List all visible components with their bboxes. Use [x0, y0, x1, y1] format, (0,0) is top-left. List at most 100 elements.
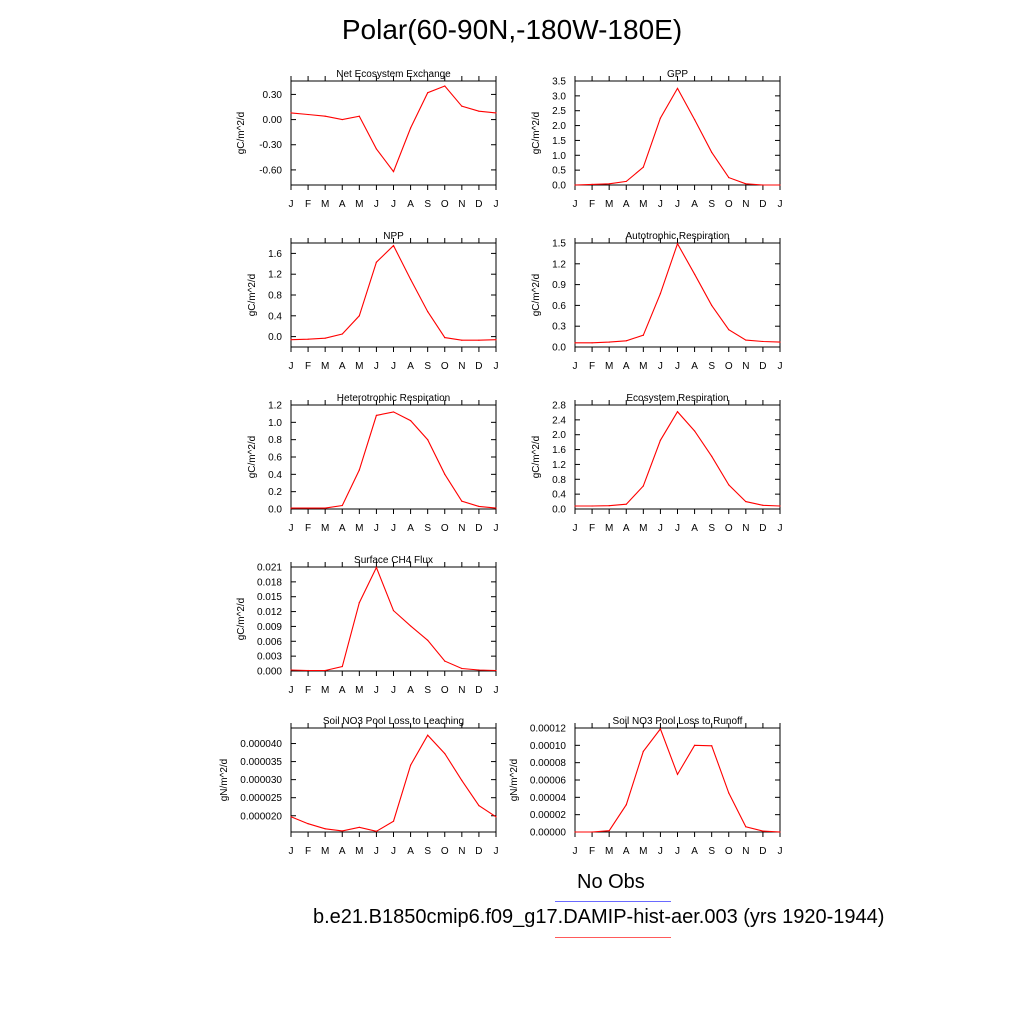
data-point — [375, 566, 378, 569]
x-tick-label: O — [441, 199, 449, 210]
data-point — [375, 830, 378, 832]
data-point — [608, 505, 610, 507]
x-tick-label: J — [573, 199, 578, 210]
x-tick-label: A — [623, 846, 630, 857]
data-point — [745, 500, 747, 503]
plot-frame — [290, 80, 497, 186]
plot-frame — [290, 242, 497, 348]
x-tick-label: J — [289, 361, 294, 372]
y-tick-label: 3.5 — [552, 77, 566, 88]
data-point — [659, 439, 662, 441]
data-point — [341, 504, 343, 507]
x-tick-label: J — [675, 846, 680, 857]
y-tick-label: 0.3 — [552, 322, 566, 333]
data-point — [358, 469, 360, 471]
y-tick-label: 1.0 — [268, 418, 282, 429]
data-point — [625, 340, 627, 342]
y-tick-label: 0.018 — [257, 577, 282, 588]
y-tick-label: 0.8 — [268, 435, 282, 446]
x-tick-label: M — [355, 361, 363, 372]
data-point — [693, 273, 696, 275]
y-tick-label: 0.4 — [552, 490, 566, 501]
data-point — [290, 669, 292, 671]
x-tick-label: D — [759, 361, 766, 372]
panel-title: Soil NO3 Pool Loss to Leaching — [323, 716, 464, 727]
data-point — [495, 112, 497, 114]
data-point — [358, 602, 360, 604]
x-tick-label: A — [407, 846, 414, 857]
y-tick-label: 1.2 — [552, 460, 566, 471]
data-point — [358, 115, 360, 117]
x-tick-label: A — [623, 361, 630, 372]
x-tick-label: S — [708, 361, 715, 372]
x-tick-label: N — [458, 523, 465, 534]
y-tick-label: 0.4 — [268, 311, 282, 322]
y-tick-label: 0.8 — [552, 475, 566, 486]
x-tick-label: N — [742, 523, 749, 534]
x-tick-label: F — [589, 361, 595, 372]
plot-frame — [574, 727, 781, 833]
x-tick-label: J — [494, 685, 499, 696]
data-point — [461, 667, 463, 670]
data-point — [676, 87, 679, 90]
data-point — [762, 184, 764, 186]
data-point — [591, 342, 593, 344]
figure-title: Polar(60-90N,-180W-180E) — [341, 14, 683, 45]
y-tick-label: 0.0 — [268, 332, 282, 343]
chart-panel-3: Autotrophic Respiration 0.0 0.3 0.6 0.9 1.2 1.… — [531, 231, 782, 372]
x-tick-label: S — [424, 361, 431, 372]
x-tick-label: D — [475, 361, 482, 372]
y-tick-label: 0.0 — [552, 505, 566, 516]
x-tick-label: J — [778, 523, 783, 534]
data-point — [625, 180, 627, 183]
data-point — [659, 117, 662, 119]
legend-model-label: b.e21.B1850cmip6.f09_g17.DAMIP-hist-aer.… — [313, 906, 885, 928]
x-tick-label: A — [339, 846, 346, 857]
x-tick-label: F — [589, 523, 595, 534]
data-point — [676, 243, 679, 245]
x-tick-label: J — [675, 523, 680, 534]
series-line — [290, 85, 497, 173]
x-tick-label: S — [708, 846, 715, 857]
y-tick-label: 1.0 — [552, 151, 566, 162]
x-tick-label: J — [391, 199, 396, 210]
data-point — [625, 503, 627, 505]
y-tick-label: 0.00010 — [530, 741, 567, 752]
x-tick-label: S — [424, 523, 431, 534]
y-tick-label: 0.4 — [268, 470, 282, 481]
x-tick-label: F — [305, 685, 311, 696]
data-point — [444, 660, 446, 662]
data-point — [574, 184, 576, 186]
x-tick-label: J — [658, 523, 663, 534]
x-tick-label: N — [458, 361, 465, 372]
data-point — [290, 507, 292, 509]
chart-panel-0: Net Ecosystem Exchange 0.30 0.00 -0.30 -0.60… — [236, 69, 499, 210]
data-point — [676, 411, 679, 413]
x-tick-label: J — [675, 361, 680, 372]
x-tick-label: J — [391, 523, 396, 534]
x-tick-label: J — [374, 523, 379, 534]
data-point — [427, 639, 429, 641]
x-tick-label: M — [639, 846, 647, 857]
y-tick-label: 0.00000 — [530, 828, 567, 839]
x-tick-label: M — [321, 523, 329, 534]
plot-frame — [290, 727, 497, 833]
x-tick-label: F — [305, 523, 311, 534]
data-point — [495, 507, 497, 509]
chart-panel-7: Soil NO3 Pool Loss to Leaching 0.000020 0.… — [219, 716, 498, 857]
data-point — [574, 505, 576, 507]
data-point — [290, 339, 292, 341]
x-tick-label: O — [441, 685, 449, 696]
x-tick-label: M — [355, 199, 363, 210]
data-point — [444, 85, 446, 87]
x-tick-label: O — [441, 846, 449, 857]
x-tick-label: J — [778, 199, 783, 210]
y-axis-label: gC/m^2/d — [247, 436, 258, 479]
data-point — [461, 105, 463, 107]
data-point — [591, 183, 593, 186]
chart-panel-6: Surface CH4 Flux 0.000 0.003 0.006 0.009 0.01… — [236, 555, 499, 696]
data-point — [779, 341, 781, 343]
y-tick-label: 2.0 — [552, 121, 566, 132]
series-line — [574, 87, 780, 186]
x-tick-label: M — [355, 685, 363, 696]
